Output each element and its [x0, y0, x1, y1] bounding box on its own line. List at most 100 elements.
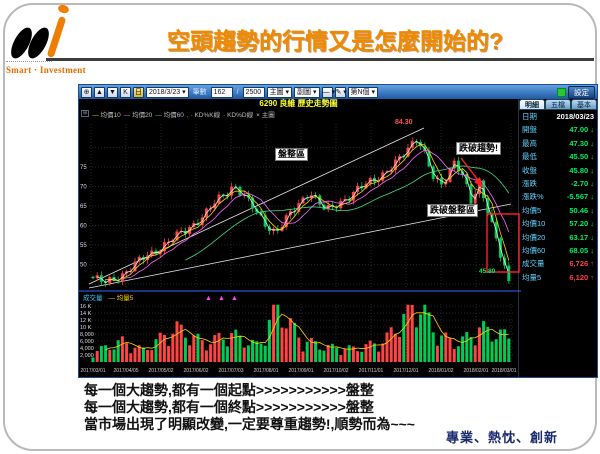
quote-row: 均價10 57.20 ↓ — [519, 217, 597, 230]
quote-row: 收盤 45.80 ↓ — [519, 164, 597, 177]
peak-price-label: 84.30 — [395, 119, 413, 126]
quote-label: 開盤 — [522, 125, 537, 135]
legend-item: × 主圖 — [256, 109, 275, 119]
legend-label: KD%K線 — [194, 111, 221, 119]
legend-swatch: — — [123, 111, 133, 119]
quote-row: 日期 2018/03/23 — [519, 110, 597, 123]
logo-text: Smart · Investment — [6, 65, 86, 75]
body-line-3: 當市場出現了明顯改變,一定要尊重趨勢!,順勢而為~~~ — [84, 416, 415, 432]
scroll-up-icon[interactable]: ▲ — [94, 86, 105, 98]
quote-value: 47.30 ↓ — [569, 138, 594, 148]
legend-swatch: · — [223, 111, 228, 119]
quote-value: 50.46 ↓ — [569, 205, 594, 215]
quote-label: 均量5 — [522, 272, 542, 282]
panel-tab-2[interactable]: 基本 — [571, 99, 597, 110]
settings-button[interactable]: 設定 — [568, 85, 595, 99]
quote-row: 均價20 63.17 ↓ — [519, 231, 597, 244]
app-body: 6290 良維 歷史走勢圖 ⊞ — 均價10— 均價20— 均價60, · KD%… — [79, 99, 597, 380]
logo-shape — [46, 15, 67, 59]
legend-swatch: — — [92, 111, 101, 119]
quote-row: 開盤 47.00 ↓ — [519, 123, 597, 136]
quote-row: 成交量 6,726 ↑ — [519, 257, 597, 270]
quote-label: 最低 — [522, 152, 537, 162]
quote-label: 均價60 — [522, 246, 546, 256]
quote-value: 45.50 ↓ — [569, 152, 594, 162]
annotation-consolidation: 盤整區 — [275, 148, 309, 161]
quote-label: 收盤 — [522, 165, 537, 175]
page-title: 空頭趨勢的行情又是怎麼開始的? — [166, 28, 504, 54]
chart-area: 84.30 盤整區 跌破趨勢! 跌破盤整區 45.80 — [79, 118, 521, 380]
quote-row: 漲跌% -5.567 ↓ — [519, 190, 597, 203]
draw-tool-dropdown[interactable]: ✎ ▾ — [334, 86, 347, 98]
quote-label: 漲跌% — [522, 192, 544, 202]
quote-label: 日期 — [522, 112, 537, 121]
quote-value: 47.00 ↓ — [569, 125, 594, 135]
slash-label: / — [236, 88, 239, 96]
slogan-text: 專業、熱忱、創新 — [445, 430, 558, 445]
bars-field[interactable]: 162 — [210, 86, 233, 98]
quote-value: -5.567 ↓ — [566, 192, 594, 202]
legend-swatch: — — [155, 111, 164, 119]
nth-dropdown[interactable]: 第N個 ▾ — [347, 86, 379, 98]
quote-value: 2018/03/23 — [556, 112, 594, 121]
chart-column: 6290 良維 歷史走勢圖 ⊞ — 均價10— 均價20— 均價60, · KD%… — [79, 99, 521, 380]
sub-chart-dropdown[interactable]: 副圖 ▾ — [294, 86, 320, 98]
quote-value: 45.80 ↓ — [569, 165, 594, 175]
quote-value: 68.05 ↓ — [569, 246, 594, 256]
date-dropdown[interactable]: 2018/3/23 ▾ — [146, 86, 189, 98]
quote-row: 均價5 50.46 ↓ — [519, 204, 597, 217]
chart-title: 6290 良維 歷史走勢圖 — [259, 99, 338, 108]
quote-row: 漲跌 -2.70 ↓ — [519, 177, 597, 190]
legend-item: — 均價60 — [155, 109, 184, 119]
scroll-down-icon[interactable]: ▼ — [107, 86, 118, 98]
quote-value: 63.17 ↓ — [569, 232, 594, 242]
slide-body-text: 每一個大趨勢,都有一個起點>>>>>>>>>>>盤整 每一個大趨勢,都有一個終點… — [84, 382, 584, 433]
annotation-box-break: 跌破盤整區 — [427, 204, 479, 217]
quote-label: 均價10 — [522, 219, 546, 229]
legend-label: 均價20 — [132, 111, 153, 119]
legend-label: 均價60 — [163, 111, 184, 119]
quote-label: 最高 — [522, 138, 537, 148]
quote-label: 均價20 — [522, 232, 546, 242]
quote-panel: 明細 五檔 基本 日期 2018/03/23 開盤 47.00 ↓ 最高 47.30 ↓ 最低 4… — [518, 99, 597, 377]
annotation-trend-break: 跌破趨勢! — [456, 142, 501, 155]
legend-swatch: × — [256, 111, 262, 119]
body-line-2: 每一個大趨勢,都有一個終點>>>>>>>>>>>盤整 — [84, 399, 374, 415]
panel-tab-1[interactable]: 五檔 — [545, 99, 571, 110]
quote-value: 6,120 ↑ — [569, 272, 594, 282]
legend-item: — 均價10 — [92, 109, 121, 119]
legend-swatch: , · — [186, 111, 195, 119]
kline-icon[interactable]: K — [120, 86, 131, 98]
quote-label: 均價5 — [522, 205, 542, 215]
quote-row: 均量5 6,120 ↑ — [519, 271, 597, 284]
daily-icon[interactable]: 日 — [133, 86, 144, 98]
body-line-1: 每一個大趨勢,都有一個起點>>>>>>>>>>>盤整 — [84, 382, 374, 398]
panel-tab-0[interactable]: 明細 — [519, 99, 545, 110]
legend-grid-icon[interactable]: ⊞ — [81, 110, 90, 117]
quote-value: 6,726 ↑ — [569, 259, 594, 269]
chart-legend: ⊞ — 均價10— 均價20— 均價60, · KD%K線 · KD%D線 × 主圖 — [79, 109, 518, 119]
main-chart-dropdown[interactable]: 主圖 ▾ — [266, 86, 293, 98]
status-icon — [557, 87, 566, 97]
total-bars-field[interactable]: 2500 — [242, 86, 265, 98]
chart-toolbar: ⊕ ▲ ▼ K 日 2018/3/23 ▾ 筆數 162/2500 主圖 ▾ 副圖 ▾ — ▾ ✎ ▾… — [79, 85, 597, 99]
trading-app-window: ⊕ ▲ ▼ K 日 2018/3/23 ▾ 筆數 162/2500 主圖 ▾ 副圖 ▾ — ▾ ✎ ▾… — [78, 84, 598, 380]
legend-label: KD%D線 — [227, 111, 254, 119]
header-divider — [46, 58, 594, 61]
quote-row: 最高 47.30 ↓ — [519, 137, 597, 150]
legend-item: — 均價20 — [124, 109, 153, 119]
line-tool-dropdown[interactable]: — ▾ — [321, 86, 335, 98]
bars-label: 筆數 — [192, 88, 207, 96]
zoom-icon[interactable]: ⊕ — [81, 86, 92, 98]
quote-row: 最低 45.50 ↓ — [519, 150, 597, 163]
logo-divider — [6, 61, 52, 62]
quote-label: 漲跌 — [522, 179, 537, 189]
legend-item: · KD%D線 — [223, 109, 253, 119]
quote-label: 成交量 — [522, 259, 545, 269]
legend-label: 均價10 — [100, 111, 121, 119]
quote-value: -2.70 ↓ — [571, 179, 594, 189]
price-volume-chart[interactable] — [79, 118, 521, 380]
company-logo: Smart · Investment — [6, 3, 86, 76]
last-price-label: 45.80 — [479, 268, 496, 275]
quote-tabs: 明細 五檔 基本 — [519, 99, 597, 110]
